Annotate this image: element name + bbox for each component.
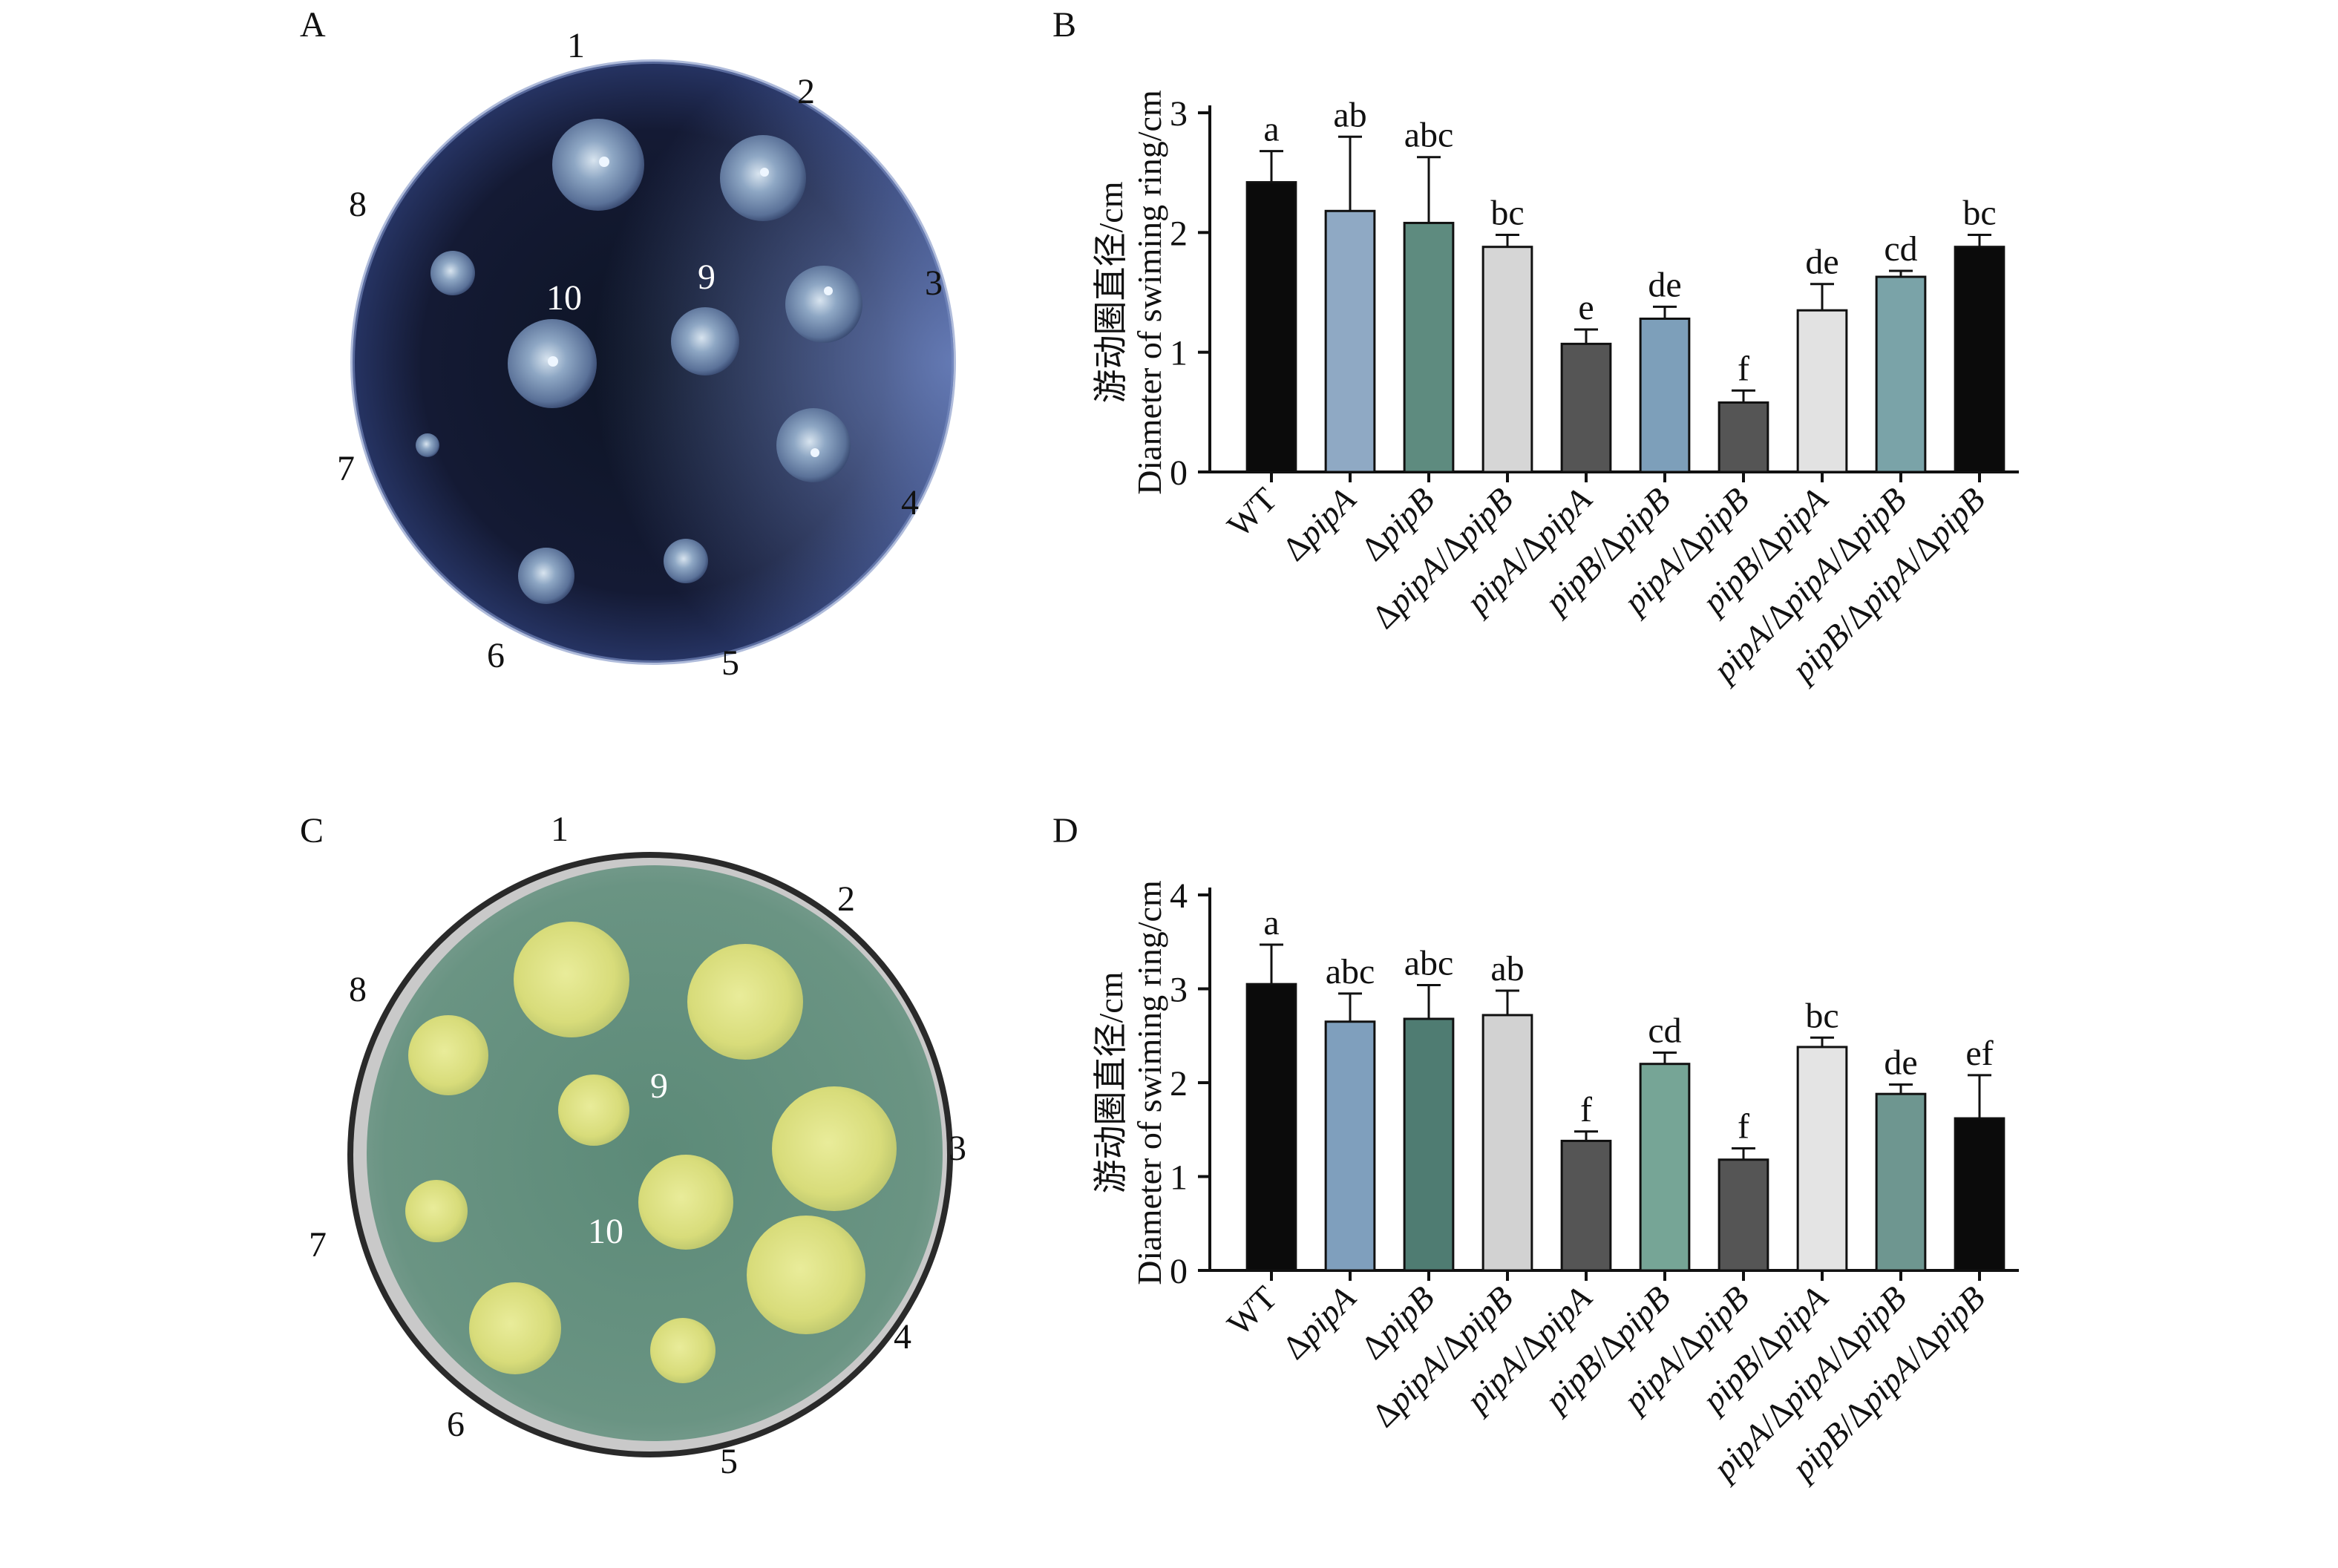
plate-c-label-10: 10 xyxy=(588,1212,623,1251)
chart-d-bar-8 xyxy=(1796,1046,1848,1272)
chart-d-sig-letter: de xyxy=(1884,1043,1917,1083)
chart-d-bar-3 xyxy=(1403,1017,1455,1272)
chart-d-sig-letter: abc xyxy=(1404,943,1454,983)
chart-b-ylabel-en: Diameter of swiming ring/cm xyxy=(1130,90,1168,495)
plate-a-label-1: 1 xyxy=(567,26,585,65)
plate-a-label-5: 5 xyxy=(721,643,739,683)
chart-d-y-tick-label: 2 xyxy=(1170,1064,1188,1103)
chart-d-plot: 0 1 2 3 4 游动圈直径/cm Diameter of swiming ring/cm… xyxy=(1092,876,2019,1488)
plate-a-colony-3 xyxy=(785,266,862,343)
chart-b-bar-10 xyxy=(1954,246,2005,473)
chart-d-bar-9 xyxy=(1875,1092,1927,1272)
plate-c-colony-9 xyxy=(558,1075,629,1146)
chart-d-category-label: WT xyxy=(1219,1279,1284,1343)
plate-c-colony-6 xyxy=(469,1282,561,1374)
chart-d-y-tick-label: 4 xyxy=(1170,876,1188,916)
plate-c-label-7: 7 xyxy=(309,1225,327,1264)
chart-b-y-tick-label: 0 xyxy=(1170,453,1188,493)
chart-d-sig-letter: a xyxy=(1263,903,1279,942)
plate-c-colony-8 xyxy=(408,1015,488,1095)
plate-c xyxy=(347,852,953,1457)
chart-d-y-tick-label: 0 xyxy=(1170,1252,1188,1291)
chart-d-sig-letter: ab xyxy=(1490,949,1524,988)
panel-letter-c: C xyxy=(300,811,324,850)
panel-letter-d: D xyxy=(1052,811,1078,850)
plate-c-colony-5 xyxy=(650,1318,716,1383)
plate-a-colony-6 xyxy=(518,548,574,604)
plate-c-colony-10 xyxy=(638,1155,733,1250)
chart-b-plot: 0 1 2 3 游动圈直径/cm Diameter of swiming ring/cm a… xyxy=(1092,90,2019,689)
plate-c-colony-3 xyxy=(772,1086,897,1211)
chart-b-sig-letter: bc xyxy=(1962,194,1996,233)
plate-c-label-1: 1 xyxy=(551,810,569,849)
chart-b-y-tick-label: 3 xyxy=(1170,94,1188,134)
plate-c-colony-2 xyxy=(687,944,803,1060)
chart-d-bar-7 xyxy=(1718,1158,1769,1272)
chart-d-bar-10 xyxy=(1954,1117,2005,1272)
plate-c-label-6: 6 xyxy=(447,1405,465,1444)
plate-c-label-5: 5 xyxy=(720,1442,738,1481)
plate-c-colony-7 xyxy=(405,1180,468,1242)
plate-a-label-2: 2 xyxy=(797,72,815,111)
chart-b-sig-letter: f xyxy=(1738,349,1749,388)
chart-b-y-tick-label: 2 xyxy=(1170,214,1188,253)
chart-d-sig-letter: abc xyxy=(1326,952,1375,991)
plate-a-label-9: 9 xyxy=(698,257,716,297)
chart-b-sig-letter: ab xyxy=(1333,95,1366,134)
plate-c-label-4: 4 xyxy=(894,1317,911,1357)
plate-a-colony-1 xyxy=(552,119,644,211)
plate-a-colony-7 xyxy=(416,433,439,457)
chart-b-sig-letter: de xyxy=(1648,265,1681,304)
chart-d-sig-letter: bc xyxy=(1805,996,1838,1035)
chart-d-bar-1 xyxy=(1245,983,1297,1272)
chart-d-sig-letter: cd xyxy=(1648,1011,1681,1051)
plate-a-label-8: 8 xyxy=(349,185,367,224)
chart-d-bar-6 xyxy=(1639,1063,1691,1272)
plate-c-label-3: 3 xyxy=(949,1129,966,1168)
chart-d-bar-2 xyxy=(1324,1020,1376,1272)
plate-c-label-8: 8 xyxy=(349,970,367,1009)
panel-letter-b: B xyxy=(1052,5,1077,45)
chart-b-sig-letter: cd xyxy=(1884,229,1917,269)
chart-d-sig-letter: f xyxy=(1580,1090,1592,1129)
chart-b-bar-8 xyxy=(1796,309,1848,473)
chart-b-bar-3 xyxy=(1403,221,1455,473)
plate-a-colony-5 xyxy=(664,539,708,583)
plate-a-label-4: 4 xyxy=(901,483,919,522)
plate-a-colony-2 xyxy=(720,135,806,221)
chart-d-ylabel-cn: 游动圈直径/cm xyxy=(1092,971,1130,1193)
chart-d-bar-5 xyxy=(1560,1139,1612,1272)
chart-b-sig-letter: bc xyxy=(1490,194,1524,233)
chart-b-sig-letter: a xyxy=(1263,110,1279,149)
plate-a-colony-8 xyxy=(430,251,475,295)
chart-d-category-label: ΔpipA xyxy=(1275,1278,1363,1366)
plate-c-colony-1 xyxy=(514,922,629,1037)
chart-d-y-tick-label: 3 xyxy=(1170,971,1188,1010)
plate-a-label-7: 7 xyxy=(337,449,355,488)
plate-a-colony-9 xyxy=(671,307,739,375)
plate-a-label-3: 3 xyxy=(925,263,943,303)
plate-c-colony-4 xyxy=(747,1216,865,1334)
chart-d-bar-4 xyxy=(1481,1014,1533,1272)
plate-a-colony-4 xyxy=(776,408,851,482)
plate-a-label-10: 10 xyxy=(546,278,582,318)
chart-d-y-tick-label: 1 xyxy=(1170,1158,1188,1198)
chart-b-sig-letter: abc xyxy=(1404,116,1454,155)
chart-b-sig-letter: de xyxy=(1805,243,1838,282)
plate-c-label-9: 9 xyxy=(650,1066,668,1106)
chart-b-ylabel-cn: 游动圈直径/cm xyxy=(1092,181,1130,403)
panel-letter-a: A xyxy=(300,5,326,45)
chart-b-bar-5 xyxy=(1560,342,1612,473)
chart-b-y-tick-label: 1 xyxy=(1170,334,1188,373)
plate-c-label-2: 2 xyxy=(837,879,855,919)
chart-d-sig-letter: ef xyxy=(1965,1034,1993,1073)
chart-d-sig-letter: f xyxy=(1738,1107,1749,1147)
chart-d-ylabel-en: Diameter of swiming ring/cm xyxy=(1130,880,1168,1285)
plate-a xyxy=(350,59,956,665)
plate-a-label-6: 6 xyxy=(487,636,505,675)
chart-b-sig-letter: e xyxy=(1578,288,1594,327)
